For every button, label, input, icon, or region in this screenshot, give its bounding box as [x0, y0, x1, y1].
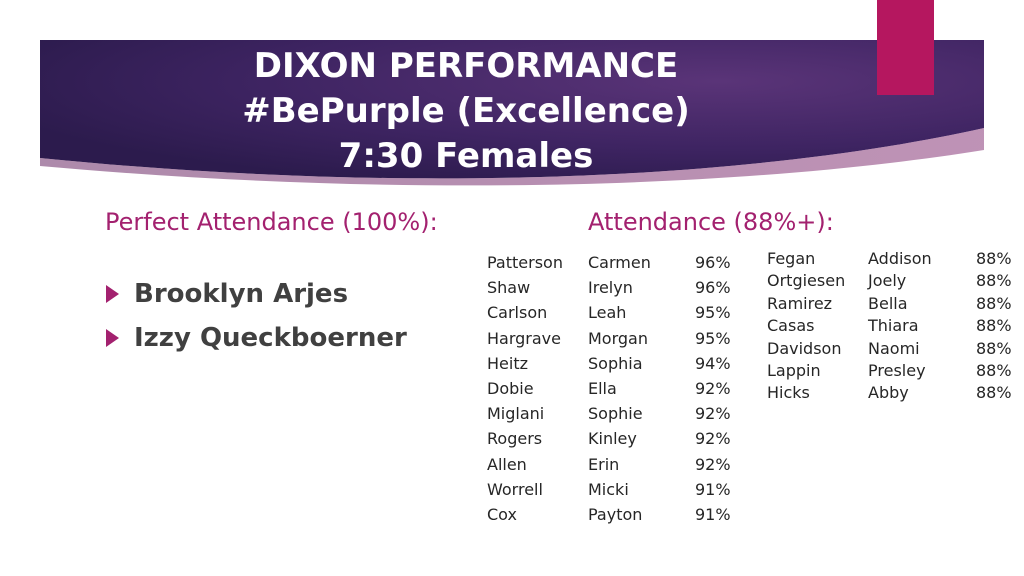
first-name-cell: Naomi: [868, 338, 920, 358]
percent-cell: 88%: [976, 316, 1012, 336]
attendance-table-left: Patterson Carmen 96% Shaw Irelyn 96% Carlson Le…: [487, 250, 737, 527]
percent-cell: 96%: [695, 253, 731, 272]
last-name-cell: Casas: [767, 316, 815, 336]
percent-cell: 96%: [695, 278, 731, 298]
last-name-cell: Carlson: [487, 303, 548, 323]
table-row: Hicks Abby 88%: [767, 382, 1017, 404]
title-line-3: 7:30 Females: [338, 136, 594, 176]
percent-cell: 88%: [976, 338, 1012, 358]
first-name-cell: Kinley: [588, 429, 637, 449]
last-name-cell: Lappin: [767, 360, 821, 380]
first-name-cell: Bella: [868, 293, 908, 313]
percent-cell: 92%: [695, 454, 731, 474]
percent-cell: 91%: [695, 504, 731, 524]
bullet-arrow-icon: [106, 285, 119, 303]
first-name-cell: Irelyn: [588, 278, 633, 298]
bullet-arrow-icon: [106, 329, 119, 347]
last-name-cell: Heitz: [487, 353, 528, 373]
first-name-cell: Carmen: [588, 253, 651, 272]
table-row: Lappin Presley 88%: [767, 360, 1017, 382]
first-name-cell: Addison: [868, 249, 932, 268]
table-row: Dobie Ella 92%: [487, 376, 737, 401]
percent-cell: 95%: [695, 328, 731, 348]
slide-title: DIXON PERFORMANCE #BePurple (Excellence)…: [0, 44, 932, 179]
last-name-cell: Rogers: [487, 429, 543, 449]
student-name: Izzy Queckboerner: [134, 323, 407, 353]
table-row: Rogers Kinley 92%: [487, 426, 737, 451]
percent-cell: 88%: [976, 383, 1012, 403]
percent-cell: 88%: [976, 293, 1012, 313]
table-row: Fegan Addison 88%: [767, 248, 1017, 270]
last-name-cell: Worrell: [487, 479, 543, 499]
first-name-cell: Joely: [868, 271, 907, 291]
table-row: Casas Thiara 88%: [767, 315, 1017, 337]
attendance-table-right: Fegan Addison 88% Ortgiesen Joely 88% Ramirez B…: [767, 248, 1017, 405]
first-name-cell: Presley: [868, 360, 926, 380]
last-name-cell: Ramirez: [767, 293, 833, 313]
first-name-cell: Abby: [868, 383, 909, 403]
percent-cell: 92%: [695, 404, 731, 424]
table-row: Shaw Irelyn 96%: [487, 275, 737, 300]
last-name-cell: Davidson: [767, 338, 842, 358]
perfect-attendance-list: Brooklyn Arjes Izzy Queckboerner: [106, 272, 407, 360]
first-name-cell: Payton: [588, 504, 643, 524]
attendance-heading: Attendance (88%+):: [588, 208, 834, 236]
last-name-cell: Cox: [487, 504, 517, 524]
list-item: Brooklyn Arjes: [106, 272, 407, 316]
percent-cell: 92%: [695, 429, 731, 449]
table-row: Carlson Leah 95%: [487, 300, 737, 325]
percent-cell: 88%: [976, 249, 1012, 268]
table-row: Ramirez Bella 88%: [767, 293, 1017, 315]
title-banner: [40, 40, 984, 186]
percent-cell: 92%: [695, 378, 731, 398]
last-name-cell: Dobie: [487, 378, 534, 398]
percent-cell: 91%: [695, 479, 731, 499]
student-name: Brooklyn Arjes: [134, 279, 349, 309]
first-name-cell: Ella: [588, 378, 617, 398]
last-name-cell: Ortgiesen: [767, 271, 846, 291]
title-line-2: #BePurple (Excellence): [242, 91, 690, 131]
first-name-cell: Micki: [588, 479, 629, 499]
title-line-1: DIXON PERFORMANCE: [253, 46, 679, 86]
first-name-cell: Leah: [588, 303, 627, 323]
last-name-cell: Hargrave: [487, 328, 561, 348]
table-row: Davidson Naomi 88%: [767, 338, 1017, 360]
list-item: Izzy Queckboerner: [106, 316, 407, 360]
table-row: Allen Erin 92%: [487, 452, 737, 477]
percent-cell: 88%: [976, 360, 1012, 380]
last-name-cell: Patterson: [487, 253, 563, 272]
table-row: Cox Payton 91%: [487, 502, 737, 527]
first-name-cell: Thiara: [868, 316, 919, 336]
last-name-cell: Fegan: [767, 249, 816, 268]
percent-cell: 94%: [695, 353, 731, 373]
perfect-attendance-heading: Perfect Attendance (100%):: [105, 208, 438, 236]
table-row: Ortgiesen Joely 88%: [767, 270, 1017, 292]
first-name-cell: Sophia: [588, 353, 643, 373]
last-name-cell: Miglani: [487, 404, 545, 424]
accent-bar: [877, 0, 934, 95]
table-row: Worrell Micki 91%: [487, 477, 737, 502]
first-name-cell: Sophie: [588, 404, 643, 424]
percent-cell: 95%: [695, 303, 731, 323]
table-row: Heitz Sophia 94%: [487, 351, 737, 376]
first-name-cell: Erin: [588, 454, 620, 474]
last-name-cell: Shaw: [487, 278, 531, 298]
first-name-cell: Morgan: [588, 328, 648, 348]
table-row: Patterson Carmen 96%: [487, 250, 737, 275]
last-name-cell: Hicks: [767, 383, 810, 403]
last-name-cell: Allen: [487, 454, 527, 474]
table-row: Miglani Sophie 92%: [487, 401, 737, 426]
percent-cell: 88%: [976, 271, 1012, 291]
table-row: Hargrave Morgan 95%: [487, 326, 737, 351]
